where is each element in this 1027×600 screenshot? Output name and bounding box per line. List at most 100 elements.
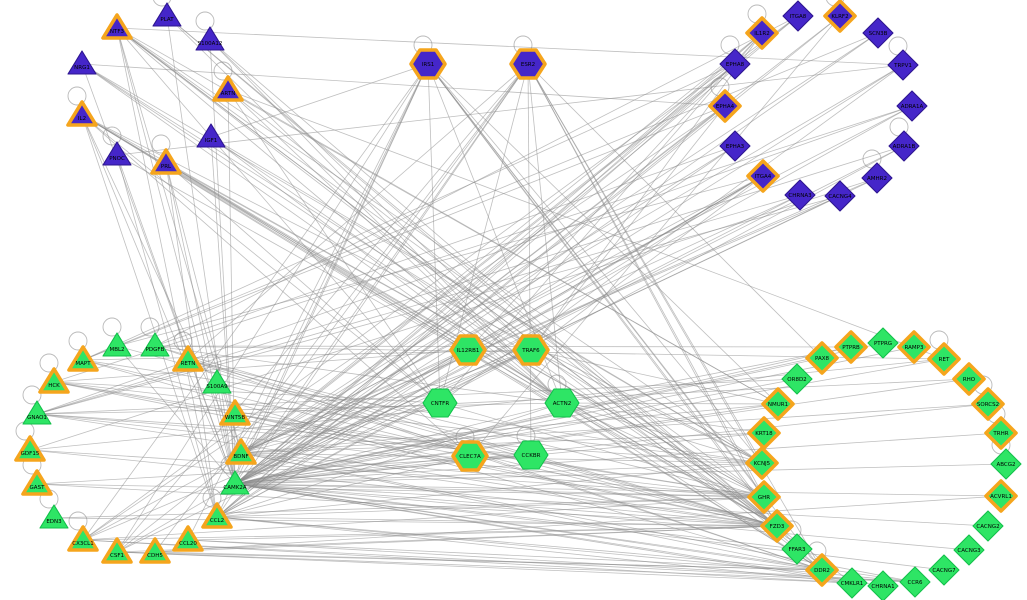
diamond-node-shape[interactable] — [990, 448, 1022, 480]
diamond-node-shape[interactable] — [952, 362, 986, 396]
hexagon-node-shape[interactable] — [422, 388, 458, 418]
diamond-node-shape[interactable] — [805, 553, 839, 587]
diamond-node-shape[interactable] — [953, 534, 985, 566]
triangle-node-shape[interactable] — [38, 367, 70, 394]
diamond-node-shape[interactable] — [971, 387, 1005, 421]
node-CACNG3[interactable]: CACNG3 — [953, 534, 985, 566]
diamond-node-shape[interactable] — [984, 479, 1018, 513]
node-CCL20[interactable]: CCL20 — [172, 525, 204, 552]
triangle-node-shape[interactable] — [39, 504, 69, 529]
triangle-node-shape[interactable] — [150, 148, 182, 175]
node-ESR2[interactable]: ESR2 — [509, 48, 547, 80]
node-PDGFB[interactable]: PDGFB — [140, 332, 170, 357]
node-IL2[interactable]: IL2 — [66, 100, 98, 127]
diamond-node-shape[interactable] — [745, 16, 779, 50]
node-GAST[interactable]: GAST — [21, 469, 53, 496]
diamond-node-shape[interactable] — [984, 416, 1018, 450]
hexagon-node-shape[interactable] — [449, 334, 487, 366]
node-ABCG2[interactable]: ABCG2 — [990, 448, 1022, 480]
diamond-node-shape[interactable] — [899, 566, 931, 598]
diamond-node-shape[interactable] — [784, 179, 816, 211]
diamond-node-shape[interactable] — [760, 509, 794, 543]
node-AMHR2[interactable]: AMHR2 — [861, 162, 893, 194]
node-PLAT[interactable]: PLAT — [152, 2, 182, 27]
diamond-node-shape[interactable] — [927, 342, 961, 376]
node-GDF15[interactable]: GDF15 — [14, 435, 46, 462]
hexagon-node-shape[interactable] — [409, 48, 447, 80]
node-SCN3B[interactable]: SCN3B — [862, 17, 894, 49]
node-IL12RB1[interactable]: IL12RB1 — [449, 334, 487, 366]
node-MAPT[interactable]: MAPT — [67, 345, 99, 372]
diamond-node-shape[interactable] — [747, 416, 781, 450]
node-EPHA3[interactable]: EPHA3 — [719, 130, 751, 162]
node-CHRNA3[interactable]: CHRNA3 — [784, 179, 816, 211]
node-CCR6[interactable]: CCR6 — [899, 566, 931, 598]
diamond-node-shape[interactable] — [824, 180, 856, 212]
diamond-node-shape[interactable] — [972, 510, 1004, 542]
triangle-node-shape[interactable] — [140, 332, 170, 357]
node-GNAO1[interactable]: GNAO1 — [22, 400, 52, 425]
hexagon-node-shape[interactable] — [451, 440, 489, 472]
node-IL1R2[interactable]: IL1R2 — [745, 16, 779, 50]
triangle-node-shape[interactable] — [21, 469, 53, 496]
node-CACNG7[interactable]: CACNG7 — [928, 554, 960, 586]
triangle-node-shape[interactable] — [139, 537, 171, 564]
node-HCK[interactable]: HCK — [38, 367, 70, 394]
diamond-node-shape[interactable] — [861, 162, 893, 194]
node-CACNG2[interactable]: CACNG2 — [972, 510, 1004, 542]
diamond-node-shape[interactable] — [747, 480, 781, 514]
diamond-node-shape[interactable] — [928, 554, 960, 586]
diamond-node-shape[interactable] — [805, 341, 839, 375]
node-RET[interactable]: RET — [927, 342, 961, 376]
diamond-node-shape[interactable] — [862, 17, 894, 49]
diamond-node-shape[interactable] — [867, 570, 899, 600]
diamond-node-shape[interactable] — [887, 49, 919, 81]
diamond-node-shape[interactable] — [782, 0, 814, 32]
node-CHRNA1[interactable]: CHRNA1 — [867, 570, 899, 600]
triangle-node-shape[interactable] — [152, 2, 182, 27]
node-ADRA1B[interactable]: ADRA1B — [888, 130, 920, 162]
triangle-node-shape[interactable] — [67, 345, 99, 372]
triangle-node-shape[interactable] — [219, 399, 251, 426]
diamond-node-shape[interactable] — [897, 330, 931, 364]
diamond-node-shape[interactable] — [823, 0, 857, 33]
triangle-node-shape[interactable] — [67, 50, 97, 75]
triangle-node-shape[interactable] — [172, 525, 204, 552]
diamond-node-shape[interactable] — [836, 567, 868, 599]
diamond-node-shape[interactable] — [746, 159, 780, 193]
node-TRAF6[interactable]: TRAF6 — [512, 334, 550, 366]
node-ACVRL1[interactable]: ACVRL1 — [984, 479, 1018, 513]
triangle-node-shape[interactable] — [66, 100, 98, 127]
triangle-node-shape[interactable] — [14, 435, 46, 462]
triangle-node-shape[interactable] — [101, 13, 133, 40]
node-CACNG4[interactable]: CACNG4 — [824, 180, 856, 212]
node-NTF3[interactable]: NTF3 — [101, 13, 133, 40]
diamond-node-shape[interactable] — [888, 130, 920, 162]
node-CCL2[interactable]: CCL2 — [201, 502, 233, 529]
diamond-node-shape[interactable] — [867, 327, 899, 359]
triangle-node-shape[interactable] — [220, 470, 250, 495]
triangle-node-shape[interactable] — [172, 345, 204, 372]
triangle-node-shape[interactable] — [196, 123, 226, 148]
diamond-node-shape[interactable] — [781, 363, 813, 395]
node-ITGA8[interactable]: ITGA8 — [782, 0, 814, 32]
node-ARTN[interactable]: ARTN — [212, 75, 244, 102]
node-IGF1[interactable]: IGF1 — [196, 123, 226, 148]
hexagon-node-shape[interactable] — [513, 440, 549, 470]
node-MBL2[interactable]: MBL2 — [102, 332, 132, 357]
diamond-node-shape[interactable] — [781, 533, 813, 565]
node-SORCS2[interactable]: SORCS2 — [971, 387, 1005, 421]
node-RHO[interactable]: RHO — [952, 362, 986, 396]
diamond-node-shape[interactable] — [708, 89, 742, 123]
triangle-node-shape[interactable] — [102, 332, 132, 357]
diamond-node-shape[interactable] — [761, 387, 795, 421]
node-CX3CL1[interactable]: CX3CL1 — [67, 525, 99, 552]
hexagon-node-shape[interactable] — [509, 48, 547, 80]
node-TRHR[interactable]: TRHR — [984, 416, 1018, 450]
node-EDN3[interactable]: EDN3 — [39, 504, 69, 529]
triangle-node-shape[interactable] — [22, 400, 52, 425]
diamond-node-shape[interactable] — [834, 330, 868, 364]
diamond-node-shape[interactable] — [719, 48, 751, 80]
node-S100A12[interactable]: S100A12 — [195, 26, 225, 51]
